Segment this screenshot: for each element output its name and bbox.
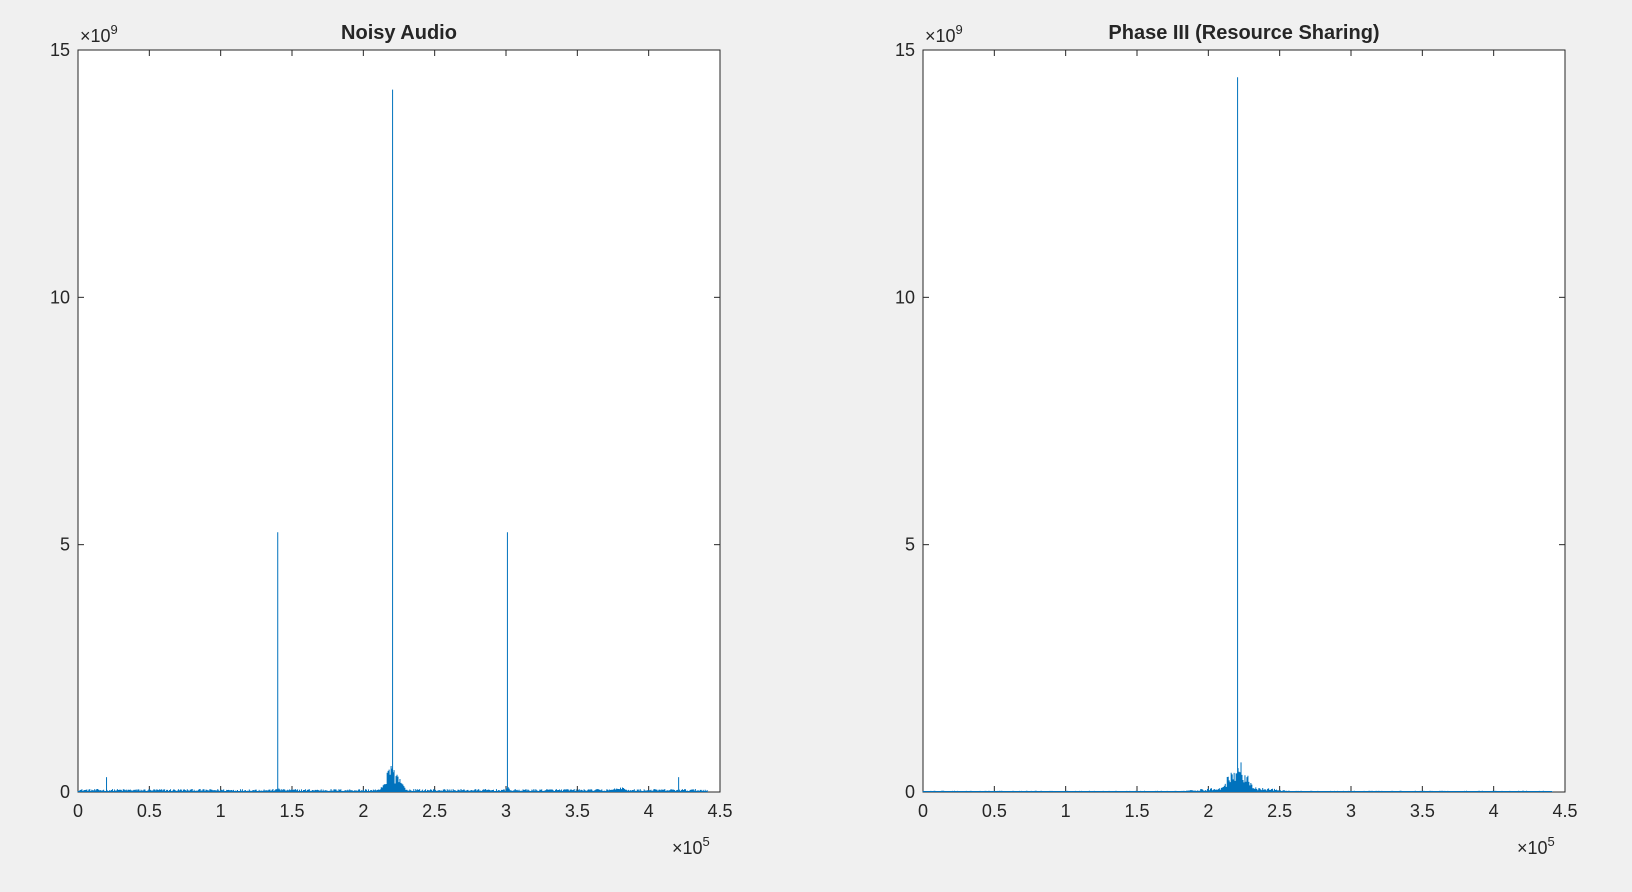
y-tick-label: 15 — [895, 40, 915, 60]
y-exponent-power: 9 — [111, 22, 118, 37]
y-tick-label: 5 — [60, 535, 70, 555]
x-tick-label: 4.5 — [1552, 801, 1577, 821]
spectrum-series — [77, 89, 708, 792]
x-tick-label: 4.5 — [707, 801, 732, 821]
x-tick-label: 1.5 — [1124, 801, 1149, 821]
x-exponent-label: ×105 — [672, 834, 710, 858]
x-tick-label: 4 — [1489, 801, 1499, 821]
x-tick-label: 4 — [644, 801, 654, 821]
chart-title: Noisy Audio — [341, 22, 457, 44]
x-tick-label: 0.5 — [982, 801, 1007, 821]
subplot-phase-iii: 0 0.5 1 1.5 2 2.5 3 3.5 4 4.5 0 5 10 15 Phase III (Re… — [895, 22, 1578, 858]
tick-labels: 0 0.5 1 1.5 2 2.5 3 3.5 4 4.5 0 5 10 15 — [895, 40, 1578, 821]
x-tick-label: 2.5 — [422, 801, 447, 821]
x-tick-label: 3.5 — [565, 801, 590, 821]
x-tick-label: 0.5 — [137, 801, 162, 821]
x-tick-label: 2.5 — [1267, 801, 1292, 821]
x-tick-label: 3 — [1346, 801, 1356, 821]
y-tick-label: 10 — [895, 287, 915, 307]
spectrum-series — [922, 77, 1553, 792]
y-exponent-base: ×10 — [80, 26, 111, 46]
subplot-noisy-audio: 0 0.5 1 1.5 2 2.5 3 3.5 4 4.5 0 5 10 15 Noisy Audio ×… — [50, 22, 733, 858]
x-exponent-base: ×10 — [1517, 838, 1548, 858]
y-tick-label: 0 — [60, 782, 70, 802]
x-exponent-power: 5 — [1548, 834, 1555, 849]
x-tick-label: 1 — [216, 801, 226, 821]
axes-box — [922, 49, 1566, 793]
y-exponent-label: ×109 — [80, 22, 118, 46]
y-tick-label: 5 — [905, 535, 915, 555]
x-tick-label: 3 — [501, 801, 511, 821]
x-exponent-base: ×10 — [672, 838, 703, 858]
tick-labels: 0 0.5 1 1.5 2 2.5 3 3.5 4 4.5 0 5 10 15 — [50, 40, 733, 821]
y-exponent-base: ×10 — [925, 26, 956, 46]
axes-box — [77, 49, 721, 793]
x-exponent-power: 5 — [703, 834, 710, 849]
x-tick-label: 2 — [358, 801, 368, 821]
x-exponent-label: ×105 — [1517, 834, 1555, 858]
x-tick-label: 2 — [1203, 801, 1213, 821]
y-tick-label: 10 — [50, 287, 70, 307]
y-tick-label: 0 — [905, 782, 915, 802]
y-exponent-label: ×109 — [925, 22, 963, 46]
y-tick-label: 15 — [50, 40, 70, 60]
y-exponent-power: 9 — [956, 22, 963, 37]
x-tick-label: 1 — [1061, 801, 1071, 821]
x-tick-label: 0 — [918, 801, 928, 821]
x-tick-label: 3.5 — [1410, 801, 1435, 821]
x-tick-label: 0 — [73, 801, 83, 821]
x-tick-label: 1.5 — [279, 801, 304, 821]
chart-title: Phase III (Resource Sharing) — [1108, 22, 1379, 44]
